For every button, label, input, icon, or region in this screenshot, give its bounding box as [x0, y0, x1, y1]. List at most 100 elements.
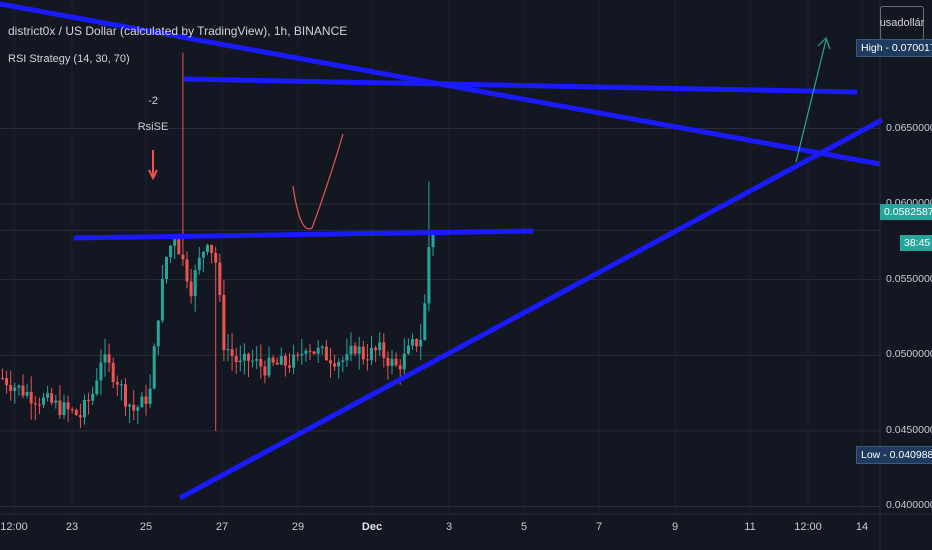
- candle-body: [337, 361, 341, 367]
- candle-body: [333, 363, 337, 367]
- candle-body: [13, 387, 17, 391]
- candle-body: [267, 357, 271, 376]
- candle-body: [411, 339, 414, 346]
- candle-body: [382, 342, 386, 358]
- candle-body: [312, 351, 316, 354]
- drawings: [0, 1, 884, 501]
- time-tick-label: 3: [445, 521, 453, 533]
- candle-body: [144, 396, 148, 404]
- candle-body: [115, 382, 119, 385]
- indicator-label[interactable]: RSI Strategy (14, 30, 70): [8, 53, 130, 65]
- candle-body: [169, 245, 173, 258]
- candle-body: [37, 404, 41, 406]
- candle-body: [394, 358, 398, 366]
- candle-body: [292, 354, 296, 368]
- candle-body: [206, 244, 209, 252]
- candle-body: [238, 360, 242, 363]
- price-tick-label: 0.05000000: [886, 348, 932, 361]
- signal-name: RsiSE: [137, 121, 169, 133]
- candle-body: [349, 345, 353, 355]
- candle-body: [87, 399, 91, 401]
- time-tick-label: 5: [520, 521, 528, 533]
- candle-body: [74, 409, 78, 416]
- candle-body: [308, 350, 312, 352]
- candle-body: [17, 385, 21, 388]
- candle-body: [247, 353, 250, 361]
- candle-body: [370, 347, 373, 361]
- candle-body: [361, 346, 365, 360]
- candle-body: [185, 259, 189, 282]
- time-tick-label: 9: [671, 521, 679, 533]
- candle-body: [279, 355, 283, 365]
- candle-body: [242, 353, 246, 361]
- signal-arrow-icon: [148, 150, 158, 181]
- chart-title: district0x / US Dollar (calculated by Tr…: [8, 24, 348, 38]
- candle-body: [58, 400, 62, 416]
- currency-button[interactable]: usadollár: [880, 6, 924, 40]
- candle-body: [415, 339, 419, 347]
- candle-body: [165, 257, 168, 279]
- price-tick-label: 0.05500000: [886, 272, 932, 285]
- candle-body: [353, 345, 357, 354]
- candle-body: [365, 359, 369, 361]
- candle-body: [21, 385, 25, 396]
- candle-body: [136, 407, 140, 411]
- candle-body: [152, 346, 156, 389]
- candle-body: [5, 378, 9, 386]
- candle-body: [189, 281, 193, 297]
- candle-body: [83, 399, 86, 418]
- time-tick-label: 14: [855, 521, 869, 533]
- candle-body: [33, 403, 37, 405]
- candle-body: [398, 365, 402, 370]
- candle-body: [329, 360, 332, 364]
- candle-body: [423, 303, 427, 340]
- candles: [1, 52, 435, 432]
- grid: [0, 0, 880, 514]
- candle-body: [288, 365, 291, 368]
- last-price-label: 0.05825872: [880, 204, 932, 220]
- candle-body: [95, 380, 99, 394]
- candle-body: [226, 349, 230, 351]
- candle-body: [148, 388, 152, 404]
- high-label: High - 0.07001743: [856, 39, 932, 57]
- candle-body: [431, 234, 435, 248]
- candle-body: [201, 251, 205, 258]
- candle-body: [54, 400, 58, 403]
- candle-body: [218, 262, 222, 295]
- candle-body: [255, 359, 259, 361]
- candle-body: [107, 354, 111, 363]
- trendline-top-horizontal: [183, 76, 858, 95]
- projection-arrow: [795, 39, 827, 163]
- candle-body: [197, 257, 201, 271]
- candle-body: [25, 391, 29, 396]
- candle-body: [378, 342, 382, 351]
- candle-body: [419, 339, 423, 347]
- candle-body: [406, 345, 410, 354]
- candle-body: [177, 239, 181, 255]
- candle-body: [275, 362, 279, 365]
- candle-body: [1, 377, 4, 379]
- projection-arrow-head: [817, 36, 831, 50]
- candle-body: [230, 349, 234, 357]
- candle-body: [156, 320, 160, 347]
- candle-body: [296, 354, 300, 356]
- candle-body: [9, 385, 13, 391]
- candle-body: [62, 402, 66, 416]
- price-tick-label: 0.06500000: [886, 121, 932, 134]
- candle-body: [427, 247, 431, 304]
- signal-value: -2: [148, 95, 158, 107]
- candle-body: [283, 355, 287, 366]
- candle-body: [324, 346, 328, 361]
- time-tick-label: Dec: [361, 521, 383, 533]
- candle-body: [132, 404, 136, 411]
- candle-body: [300, 353, 304, 356]
- candle-body: [140, 396, 144, 408]
- candle-body: [374, 347, 378, 351]
- candle-body: [390, 358, 394, 366]
- candle-body: [316, 347, 320, 354]
- candle-body: [42, 397, 45, 405]
- candle-body: [222, 294, 226, 351]
- candle-body: [263, 366, 267, 376]
- candle-body: [320, 346, 324, 348]
